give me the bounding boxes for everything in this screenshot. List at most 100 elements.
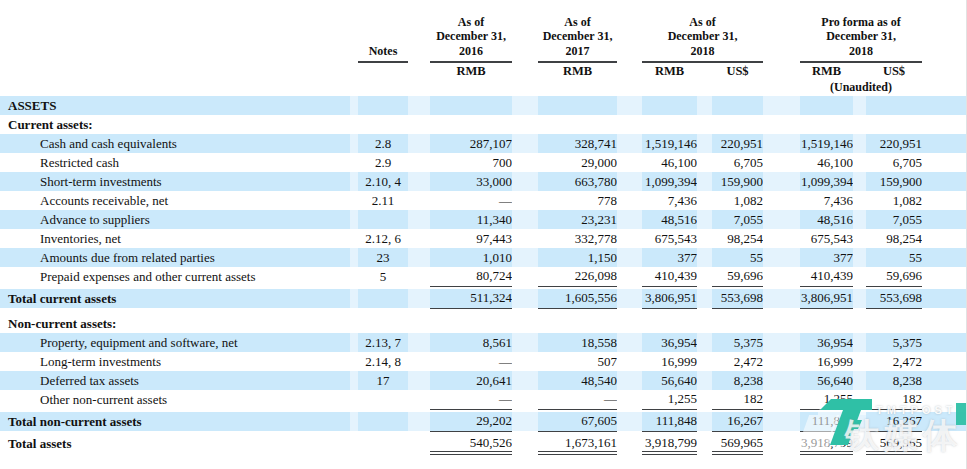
- row-label: Other non-current assets: [0, 390, 350, 409]
- note-ref: [358, 412, 408, 431]
- cell-value: 59,696: [712, 267, 763, 286]
- column-gap: [617, 390, 642, 409]
- cell-value: 410,439: [642, 267, 697, 286]
- cell-value: 111,848: [800, 412, 853, 431]
- column-gap: [408, 267, 430, 286]
- header-row-units: RMB RMB RMB US$ RMB US$: [0, 62, 967, 80]
- column-gap: [408, 115, 430, 134]
- cell-value: 8,238: [866, 371, 922, 390]
- cell-value: 182: [866, 390, 922, 409]
- column-gap: [697, 267, 712, 286]
- row-trail: [922, 289, 967, 308]
- table-row: Amounts due from related parties231,0101…: [0, 248, 967, 267]
- cell-value: 16,999: [642, 352, 697, 371]
- column-gap: [697, 153, 712, 172]
- cell-value: 5,375: [866, 333, 922, 352]
- column-gap: [512, 412, 538, 431]
- cell-value: 1,082: [712, 191, 763, 210]
- row-label: Advance to suppliers: [0, 210, 350, 229]
- column-gap: [853, 267, 866, 286]
- column-gap: [617, 210, 642, 229]
- cell-value: 36,954: [800, 333, 853, 352]
- column-gap: [512, 352, 538, 371]
- note-ref: 2.14, 8: [358, 352, 408, 371]
- note-ref: 2.13, 7: [358, 333, 408, 352]
- table-row: Restricted cash2.970029,00046,1006,70546…: [0, 153, 967, 172]
- column-gap: [350, 333, 358, 352]
- row-label: Accounts receivable, net: [0, 191, 350, 210]
- cell-value: 18,558: [538, 333, 617, 352]
- cell-value: [866, 96, 922, 115]
- cell-value: 1,519,146: [800, 134, 853, 153]
- column-gap: [408, 96, 430, 115]
- note-ref: 2.12, 6: [358, 229, 408, 248]
- balance-sheet-table: Notes As of December 31, 2016 As of Dece…: [0, 0, 967, 455]
- cell-value: 507: [538, 352, 617, 371]
- cell-value: [712, 115, 763, 134]
- column-gap: [408, 172, 430, 191]
- cell-value: 3,806,951: [800, 289, 853, 308]
- cell-value: 5,375: [712, 333, 763, 352]
- column-gap: [697, 314, 712, 333]
- table-row: Cash and cash equivalents2.8287,107328,7…: [0, 134, 967, 153]
- column-gap: [763, 267, 800, 286]
- cell-value: 2,472: [712, 352, 763, 371]
- cell-value: 80,724: [430, 267, 512, 286]
- cell-value: 569,965: [712, 434, 763, 453]
- cell-value: 778: [538, 191, 617, 210]
- column-gap: [350, 248, 358, 267]
- column-gap: [697, 371, 712, 390]
- row-trail: [922, 352, 967, 371]
- table-row: Property, equipment and software, net2.1…: [0, 333, 967, 352]
- row-trail: [922, 115, 967, 134]
- cell-value: 2,472: [866, 352, 922, 371]
- row-label: Deferred tax assets: [0, 371, 350, 390]
- cell-value: [538, 115, 617, 134]
- cell-value: 700: [430, 153, 512, 172]
- note-ref: 5: [358, 267, 408, 286]
- cell-value: 6,705: [866, 153, 922, 172]
- cell-value: 1,673,161: [538, 434, 617, 453]
- cell-value: 33,000: [430, 172, 512, 191]
- column-gap: [763, 153, 800, 172]
- table-row: Other non-current assets——1,2551821,2551…: [0, 390, 967, 409]
- column-gap: [617, 96, 642, 115]
- column-gap: [763, 134, 800, 153]
- column-gap: [350, 371, 358, 390]
- column-gap: [408, 434, 430, 453]
- cell-value: 16,267: [866, 412, 922, 431]
- row-trail: [922, 248, 967, 267]
- cell-value: 1,605,556: [538, 289, 617, 308]
- column-gap: [512, 248, 538, 267]
- row-label: Prepaid expenses and other current asset…: [0, 267, 350, 286]
- column-gap: [697, 191, 712, 210]
- column-gap: [853, 172, 866, 191]
- cell-value: 159,900: [866, 172, 922, 191]
- cell-value: 11,340: [430, 210, 512, 229]
- row-trail: [922, 434, 967, 453]
- col-header-2017: As of December 31, 2017: [538, 0, 617, 62]
- note-ref: [358, 96, 408, 115]
- column-gap: [350, 390, 358, 409]
- cell-value: 8,561: [430, 333, 512, 352]
- cell-value: 97,443: [430, 229, 512, 248]
- column-gap: [853, 352, 866, 371]
- column-gap: [763, 412, 800, 431]
- column-gap: [763, 172, 800, 191]
- cell-value: 7,055: [866, 210, 922, 229]
- column-gap: [350, 153, 358, 172]
- cell-value: 511,324: [430, 289, 512, 308]
- row-trail: [922, 267, 967, 286]
- cell-value: 675,543: [800, 229, 853, 248]
- column-gap: [617, 172, 642, 191]
- cell-value: 3,806,951: [642, 289, 697, 308]
- cell-value: 226,098: [538, 267, 617, 286]
- header-row-unaudited: (Unaudited): [0, 80, 967, 96]
- table-body: ASSETSCurrent assets:Cash and cash equiv…: [0, 96, 967, 453]
- column-gap: [763, 333, 800, 352]
- cell-value: 220,951: [866, 134, 922, 153]
- column-gap: [697, 115, 712, 134]
- column-gap: [853, 289, 866, 308]
- cell-value: 48,516: [642, 210, 697, 229]
- note-ref: 2.8: [358, 134, 408, 153]
